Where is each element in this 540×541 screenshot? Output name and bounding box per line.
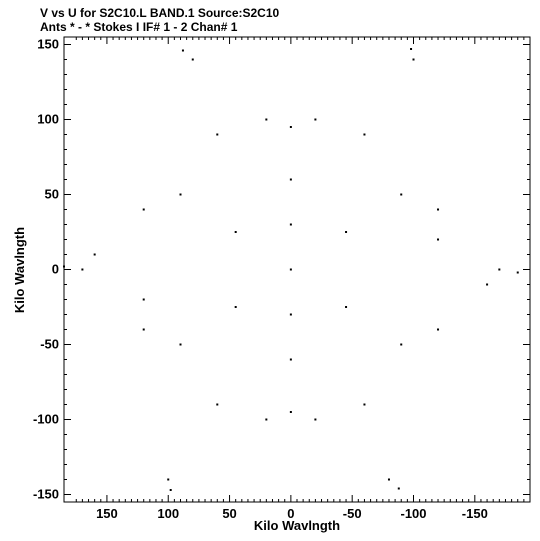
visibility-points — [63, 48, 519, 491]
x-tick-label: -100 — [400, 506, 426, 521]
y-tick-label: -100 — [33, 412, 59, 427]
uv-point — [289, 313, 292, 316]
uv-point — [410, 48, 413, 50]
uv-point — [314, 118, 317, 121]
uv-point — [81, 268, 84, 271]
uv-point — [265, 418, 268, 421]
uv-point — [397, 487, 400, 490]
y-tick-label: -150 — [33, 487, 59, 502]
chart-title: V vs U for S2C10.L BAND.1 Source:S2C10 — [40, 6, 280, 20]
uv-point — [486, 283, 489, 286]
x-tick-label: 0 — [287, 506, 294, 521]
x-tick-label: 50 — [222, 506, 236, 521]
uv-point — [437, 208, 440, 211]
uv-point — [289, 268, 292, 271]
uv-point — [516, 271, 519, 274]
uv-point — [289, 126, 292, 128]
uv-point — [142, 328, 145, 331]
uv-point — [265, 118, 268, 121]
y-axis-label: Kilo Wavlngth — [12, 227, 27, 313]
uv-point — [181, 49, 184, 52]
uv-point — [345, 306, 348, 308]
y-tick-label: 50 — [45, 187, 59, 202]
uv-point — [363, 133, 366, 136]
x-tick-label: 150 — [96, 506, 118, 521]
uv-point — [289, 223, 292, 226]
uv-point — [314, 418, 317, 421]
uv-point — [216, 133, 219, 136]
uv-point — [363, 403, 366, 406]
uv-point — [63, 265, 65, 268]
uv-point — [234, 306, 237, 308]
y-tick-label: 0 — [52, 262, 59, 277]
chart-subtitle: Ants * - * Stokes I IF# 1 - 2 Chan# 1 — [40, 20, 238, 34]
uv-point — [234, 231, 237, 233]
uv-point — [400, 193, 403, 196]
uv-point — [387, 478, 390, 481]
uv-point — [142, 208, 145, 211]
uv-point — [216, 403, 219, 406]
x-tick-label: 100 — [157, 506, 179, 521]
uv-point — [142, 298, 145, 301]
uv-point — [179, 343, 182, 346]
x-tick-label: -50 — [343, 506, 362, 521]
uv-point — [437, 328, 440, 331]
y-tick-label: 100 — [37, 112, 59, 127]
uv-point — [412, 58, 415, 61]
uv-point — [179, 193, 182, 196]
uv-point — [93, 253, 96, 256]
y-tick-label: -50 — [40, 337, 59, 352]
y-tick-label: 150 — [37, 37, 59, 52]
uv-point — [437, 238, 440, 241]
uv-point — [289, 178, 292, 181]
uv-point — [169, 489, 172, 491]
uv-point — [289, 411, 292, 413]
uv-point — [289, 358, 292, 361]
y-axis: 150 100 50 0 -50 -100 -150 — [33, 37, 530, 502]
x-tick-label: -150 — [462, 506, 488, 521]
uv-point — [498, 268, 501, 271]
uv-point — [167, 478, 170, 481]
x-axis: 150 100 50 0 -50 -100 -150 — [75, 37, 525, 521]
x-axis-label: Kilo Wavlngth — [254, 518, 340, 533]
uv-point — [191, 58, 194, 61]
uv-point — [400, 343, 403, 346]
plot-frame — [63, 36, 531, 503]
uv-point — [345, 231, 348, 233]
